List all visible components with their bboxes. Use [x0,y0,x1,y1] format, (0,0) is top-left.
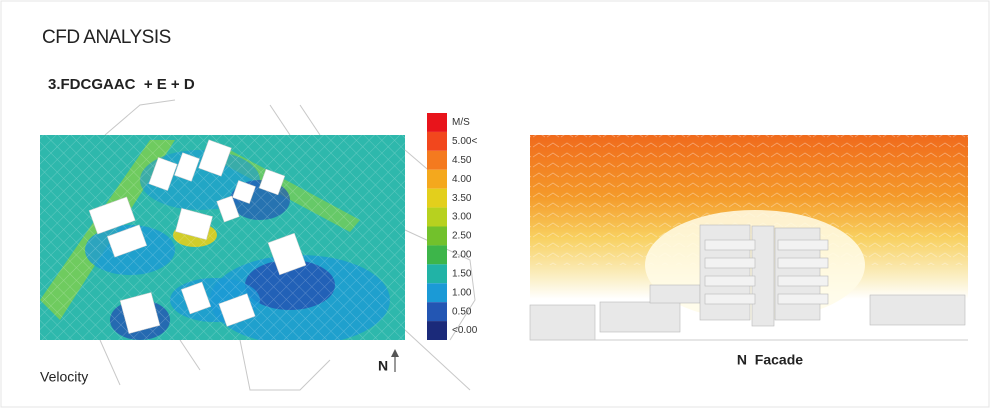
legend-swatch [427,131,447,151]
north-label: N [378,358,388,374]
legend-swatch [427,150,447,170]
left-caption: Velocity [40,369,88,385]
legend-label: 3.50 [452,193,472,204]
legend-swatch [427,226,447,246]
legend-swatch [427,207,447,227]
legend-label: 3.00 [452,212,472,223]
north-arrow [391,349,399,372]
legend-label: 4.00 [452,174,472,185]
legend-label: 0.50 [452,306,472,317]
legend: M/S 5.00< 4.50 4.00 3.50 3.00 2.50 2.00 1.50 1.00… [427,113,478,340]
legend-swatch [427,321,447,340]
legend-swatch [427,264,447,284]
legend-label: 2.00 [452,250,472,261]
legend-swatch [427,245,447,265]
legend-label: M/S [452,117,470,128]
legend-swatch [427,302,447,322]
legend-swatch [427,169,447,189]
legend-label: 5.00< [452,136,477,147]
legend-label: 4.50 [452,155,472,166]
legend-swatch [427,188,447,208]
legend-label: 1.00 [452,287,472,298]
legend-label: <0.00 [452,325,478,336]
legend-swatch [427,283,447,303]
facade-view [529,135,968,341]
title: CFD ANALYSIS [42,27,171,48]
legend-label: 2.50 [452,231,472,242]
right-caption: N Facade [737,352,803,368]
velocity-map [40,135,405,340]
legend-swatch [427,113,447,132]
legend-label: 1.50 [452,268,472,279]
subtitle: 3.FDCGAAC + E + D [48,76,195,93]
